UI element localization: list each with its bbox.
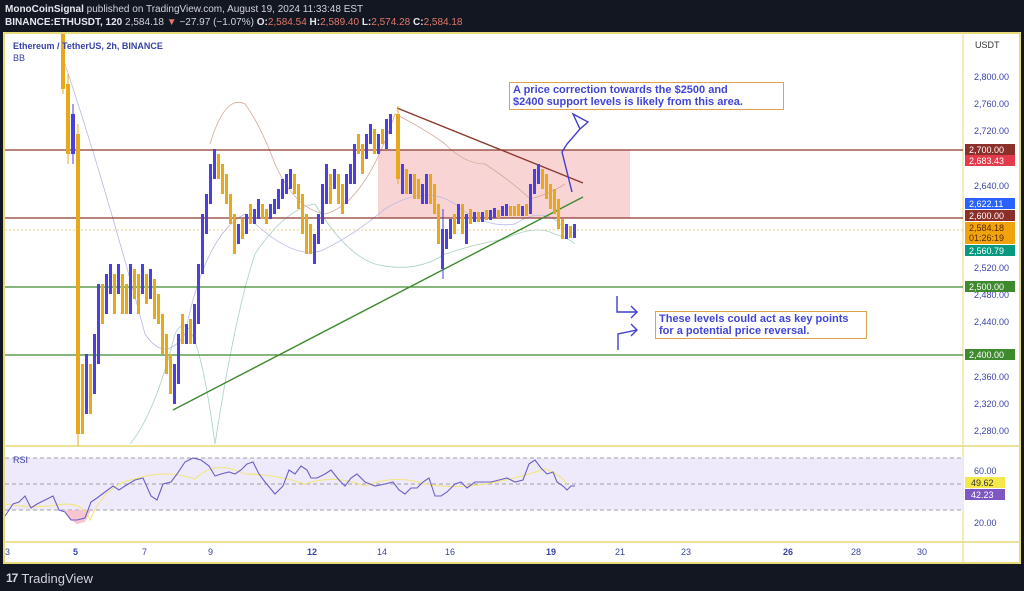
candlesticks[interactable] — [61, 34, 576, 446]
ascending-trendline[interactable] — [172, 196, 584, 411]
tradingview-footer: 17 TradingView — [0, 565, 1024, 591]
svg-text:2,480.00: 2,480.00 — [974, 290, 1009, 300]
publish-line: MonoCoinSignal published on TradingView.… — [5, 3, 1019, 16]
note2-line2: for a potential price reversal. — [659, 325, 810, 337]
svg-text:19: 19 — [546, 547, 556, 557]
label-2700: 2,700.00 — [969, 145, 1004, 155]
bracket-arrow-lower-icon[interactable] — [617, 323, 638, 350]
tradingview-logo-icon[interactable]: 17 — [6, 571, 18, 585]
svg-text:7: 7 — [142, 547, 147, 557]
up-arrow-icon[interactable] — [561, 112, 590, 153]
high-value: 2,589.40 — [320, 17, 360, 28]
bracket-arrow-upper-icon[interactable] — [616, 296, 638, 319]
svg-text:2,720.00: 2,720.00 — [974, 126, 1009, 136]
rsi-value-label: 42.23 — [971, 490, 994, 500]
down-arrow-icon: ▼ — [166, 17, 177, 28]
svg-text:2,760.00: 2,760.00 — [974, 99, 1009, 109]
descending-trendline[interactable] — [396, 107, 584, 184]
price-change: −27.97 (−1.07%) — [179, 17, 254, 28]
publish-header: MonoCoinSignal published on TradingView.… — [0, 0, 1024, 32]
note1-line1: A price correction towards the $2500 and — [513, 84, 728, 96]
symbol-title: Ethereum / TetherUS, 2h, BINANCE — [13, 41, 163, 51]
open-value: 2,584.54 — [267, 17, 307, 28]
symbol-line: BINANCE:ETHUSDT, 120 2,584.18 ▼ −27.97 (… — [5, 16, 1019, 29]
svg-text:2,800.00: 2,800.00 — [974, 72, 1009, 82]
svg-text:21: 21 — [615, 547, 625, 557]
svg-text:2,440.00: 2,440.00 — [974, 317, 1009, 327]
indicator-bb-label[interactable]: BB — [13, 53, 26, 63]
rsi-axis[interactable]: 60.00 49.62 42.23 20.00 — [965, 466, 1005, 528]
svg-text:3: 3 — [5, 547, 10, 557]
close-value: 2,584.18 — [423, 17, 463, 28]
svg-text:9: 9 — [208, 547, 213, 557]
svg-text:2,360.00: 2,360.00 — [974, 372, 1009, 382]
published-text: published on TradingView.com, August 19,… — [86, 4, 364, 15]
svg-text:60.00: 60.00 — [974, 466, 997, 476]
bb-upper-band — [209, 102, 566, 215]
svg-text:2,320.00: 2,320.00 — [974, 399, 1009, 409]
label-2500: 2,500.00 — [969, 282, 1004, 292]
label-current-price: 2,584.18 — [969, 223, 1004, 233]
label-bb-mid: 2,622.11 — [969, 199, 1003, 209]
symbol-label: BINANCE:ETHUSDT, 120 — [5, 17, 123, 28]
label-bb-lower: 2,560.79 — [969, 246, 1004, 256]
rsi-line — [5, 457, 575, 521]
svg-text:2,640.00: 2,640.00 — [974, 181, 1009, 191]
chart-canvas[interactable]: 2,800.00 2,760.00 2,720.00 2,640.00 2,52… — [5, 34, 1019, 562]
svg-text:20.00: 20.00 — [974, 518, 997, 528]
currency-label[interactable]: USDT — [975, 40, 1000, 50]
svg-text:2,280.00: 2,280.00 — [974, 426, 1009, 436]
price-axis-ticks[interactable]: 2,800.00 2,760.00 2,720.00 2,640.00 2,52… — [974, 72, 1009, 436]
note2-line1: These levels could act as key points — [659, 313, 849, 325]
svg-text:28: 28 — [851, 547, 861, 557]
publisher-name[interactable]: MonoCoinSignal — [5, 4, 84, 15]
rsi-ma-label: 49.62 — [971, 478, 994, 488]
annotation-correction-note[interactable]: A price correction towards the $2500 and… — [509, 82, 784, 110]
label-bb-upper: 2,683.43 — [969, 156, 1004, 166]
low-label: L: — [361, 17, 372, 28]
tradingview-brand[interactable]: TradingView — [21, 570, 93, 586]
low-value: 2,574.28 — [371, 17, 411, 28]
arrow-shaft — [561, 151, 573, 193]
label-2400: 2,400.00 — [969, 350, 1004, 360]
price-labels: 2,700.00 2,683.43 2,622.11 2,600.00 2,58… — [965, 144, 1015, 360]
high-label: H: — [309, 17, 321, 28]
last-price: 2,584.18 — [125, 17, 164, 28]
svg-text:30: 30 — [917, 547, 927, 557]
chart-frame[interactable]: 2,800.00 2,760.00 2,720.00 2,640.00 2,52… — [3, 32, 1021, 564]
time-axis[interactable]: 3 5 7 9 12 14 16 19 21 23 26 28 30 — [5, 547, 927, 557]
rsi-legend-label[interactable]: RSI — [13, 455, 28, 465]
svg-text:2,520.00: 2,520.00 — [974, 263, 1009, 273]
rsi-ma-line — [5, 467, 568, 522]
close-label: C: — [413, 17, 424, 28]
bb-lower-band — [129, 203, 576, 445]
svg-text:14: 14 — [377, 547, 387, 557]
chart-legend[interactable]: Ethereum / TetherUS, 2h, BINANCE BB — [13, 40, 163, 64]
svg-text:5: 5 — [73, 547, 78, 557]
open-label: O: — [256, 17, 268, 28]
note1-line2: $2400 support levels is likely from this… — [513, 96, 743, 108]
svg-text:12: 12 — [307, 547, 317, 557]
annotation-reversal-note[interactable]: These levels could act as key points for… — [655, 311, 867, 339]
oversold-fill — [65, 510, 91, 524]
svg-text:23: 23 — [681, 547, 691, 557]
svg-text:16: 16 — [445, 547, 455, 557]
svg-text:26: 26 — [783, 547, 793, 557]
label-2600: 2,600.00 — [969, 211, 1004, 221]
label-countdown: 01:26:19 — [969, 233, 1004, 243]
